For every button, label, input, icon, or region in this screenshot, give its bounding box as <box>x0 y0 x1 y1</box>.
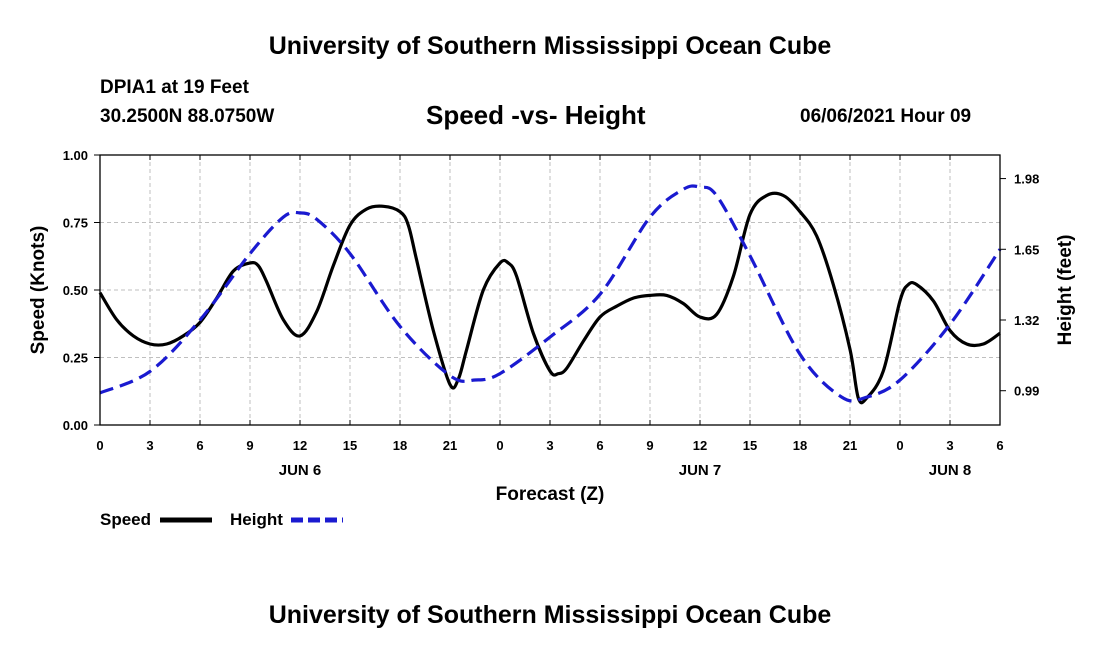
x-tick-label: 0 <box>96 438 103 453</box>
station-name: DPIA1 at 19 Feet <box>100 77 249 98</box>
y-left-tick-label: 0.50 <box>63 283 88 298</box>
page-title: University of Southern Mississippi Ocean… <box>268 32 832 60</box>
x-tick-label: 9 <box>246 438 253 453</box>
x-tick-label: 12 <box>693 438 707 453</box>
footer-title: University of Southern Mississippi Ocean… <box>268 601 832 629</box>
grid-layer <box>100 155 1000 425</box>
y-axis-right-label: Height (feet) <box>1055 235 1076 346</box>
y-axis-left-label: Speed (Knots) <box>28 226 49 355</box>
day-label: JUN 6 <box>279 462 322 479</box>
series-layer <box>98 184 1002 405</box>
x-tick-label: 3 <box>946 438 953 453</box>
x-tick-label: 15 <box>343 438 357 453</box>
legend-speed-label: Speed <box>100 510 151 529</box>
day-label: JUN 8 <box>929 462 972 479</box>
forecast-datetime: 06/06/2021 Hour 09 <box>800 106 972 127</box>
y-right-tick-label: 1.32 <box>1014 313 1039 328</box>
x-tick-label: 18 <box>793 438 807 453</box>
x-tick-label: 12 <box>293 438 307 453</box>
series-line-height <box>99 184 1002 403</box>
axis-layer: 0 3 6 9 12 15 18 21 0 3 6 9 12 15 18 21 0 3 6 0.00 0.25 0.50 0… <box>63 148 1040 479</box>
day-label: JUN 7 <box>679 462 722 479</box>
x-tick-label: 6 <box>996 438 1003 453</box>
x-tick-label: 3 <box>546 438 553 453</box>
y-left-tick-label: 0.25 <box>63 351 88 366</box>
x-tick-label: 6 <box>596 438 603 453</box>
x-tick-label: 9 <box>646 438 653 453</box>
chart-subtitle: Speed -vs- Height <box>426 100 646 130</box>
y-right-tick-label: 1.98 <box>1014 172 1039 187</box>
x-tick-label: 15 <box>743 438 757 453</box>
x-tick-label: 21 <box>443 438 457 453</box>
y-left-tick-label: 0.00 <box>63 418 88 433</box>
x-tick-label: 0 <box>496 438 503 453</box>
x-tick-label: 3 <box>146 438 153 453</box>
x-tick-label: 18 <box>393 438 407 453</box>
legend-height-label: Height <box>230 510 283 529</box>
legend: Speed Height <box>100 510 343 529</box>
x-axis-label: Forecast (Z) <box>496 484 605 505</box>
x-tick-label: 21 <box>843 438 857 453</box>
station-coordinates: 30.2500N 88.0750W <box>100 106 275 127</box>
x-tick-label: 6 <box>196 438 203 453</box>
y-right-tick-label: 0.99 <box>1014 384 1039 399</box>
y-left-tick-label: 1.00 <box>63 148 88 163</box>
y-right-tick-label: 1.65 <box>1014 242 1039 257</box>
series-line-speed <box>98 191 1001 405</box>
x-tick-label: 0 <box>896 438 903 453</box>
y-left-tick-label: 0.75 <box>63 216 88 231</box>
